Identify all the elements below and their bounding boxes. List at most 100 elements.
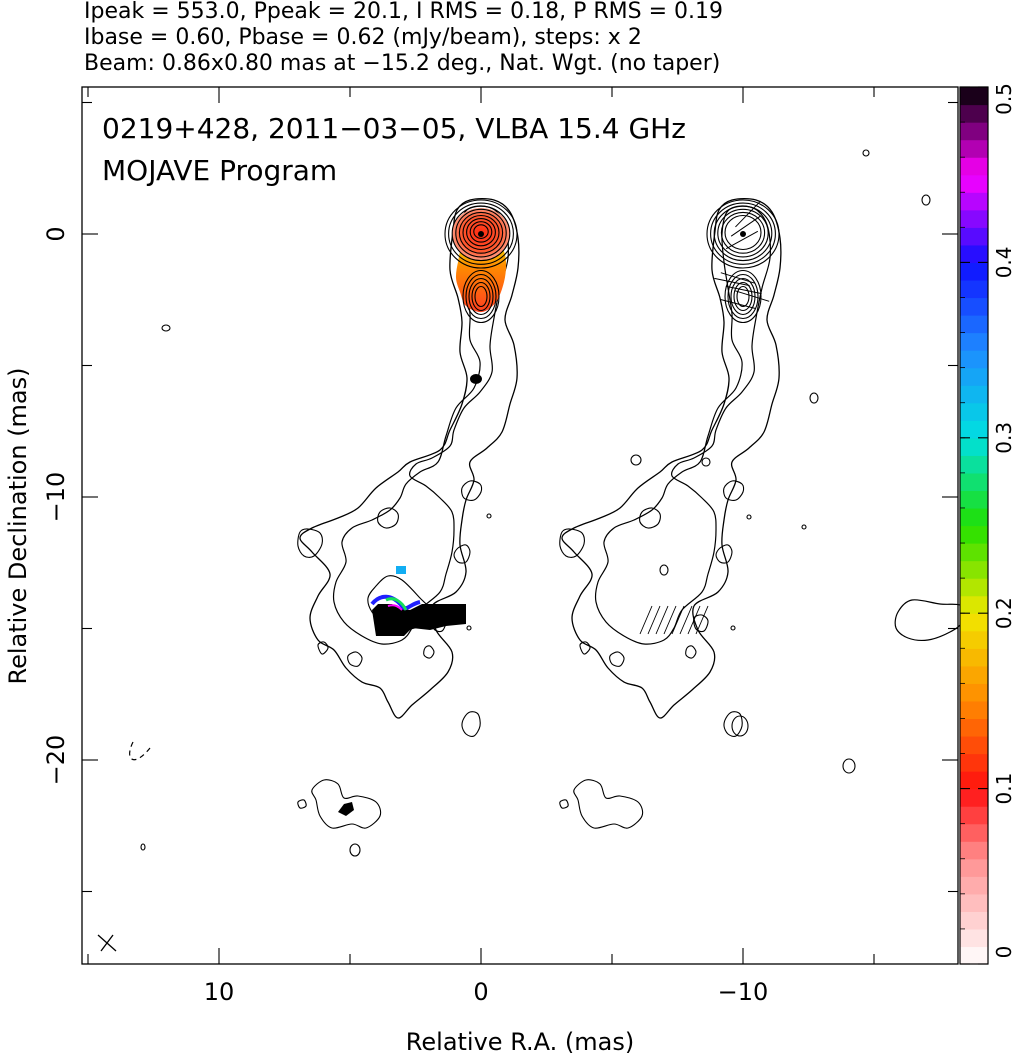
colorbar-segment [960, 806, 988, 825]
map-title: 0219+428, 2011−03−05, VLBA 15.4 GHz [102, 112, 686, 145]
colorbar-segment [960, 157, 988, 176]
header-line-1: Ipeak = 553.0, Ppeak = 20.1, I RMS = 0.1… [84, 0, 723, 24]
isolated-contour [453, 544, 471, 564]
isolated-contour [579, 641, 591, 655]
colorbar-segment [960, 490, 988, 509]
colorbar-segment [960, 683, 988, 702]
map-subtitle: MOJAVE Program [102, 154, 338, 187]
isolated-contour [559, 799, 569, 809]
knot-contour [727, 273, 759, 320]
colorbar-segment [960, 665, 988, 684]
header-line-2: Ibase = 0.60, Pbase = 0.62 (mJy/beam), s… [84, 25, 642, 50]
knot-contour [465, 273, 497, 320]
colorbar-segment [960, 543, 988, 562]
colorbar-tick-label: 0.5 [992, 83, 1016, 115]
colorbar-segment [960, 753, 988, 772]
colorbar-segment [960, 578, 988, 597]
isolated-contour [842, 758, 856, 774]
hatch-line [647, 605, 661, 635]
outer-contour [561, 197, 782, 719]
isolated-contour [809, 392, 819, 404]
core-contour [724, 214, 762, 251]
core-contour [473, 224, 489, 239]
colorbar-segment [960, 297, 988, 316]
x-axis-label: Relative R.A. (mas) [405, 1028, 635, 1056]
colorbar-segment [960, 402, 988, 421]
isolated-contour [486, 513, 492, 519]
polarization-patch [338, 802, 354, 816]
isolated-contour [731, 715, 749, 737]
isolated-contour [573, 779, 644, 829]
colorbar-segment [960, 771, 988, 790]
core-contour [720, 211, 766, 254]
colorbar-segment [960, 911, 988, 930]
core-peak [478, 231, 484, 237]
colorbar-segment [960, 893, 988, 912]
polarization-patch [385, 597, 408, 611]
colorbar-segment [960, 104, 988, 123]
isolated-contour [746, 514, 752, 520]
evpa-vector [720, 272, 756, 284]
colorbar-segment [960, 613, 988, 632]
colorbar-segment [960, 648, 988, 667]
core-contour [469, 221, 493, 243]
colorbar-segment [960, 823, 988, 842]
colorbar-segment [960, 928, 988, 948]
isolated-contour [317, 641, 329, 655]
colorbar-segment [960, 174, 988, 193]
right-panel [559, 197, 965, 829]
isolated-contour [461, 711, 481, 738]
isolated-contour [685, 645, 697, 659]
isolated-contour [659, 564, 669, 576]
knot-contour [724, 269, 762, 324]
isolated-contour [730, 625, 736, 631]
hatch-line [671, 605, 685, 635]
core-contour [451, 205, 511, 262]
hatch-line [655, 605, 669, 635]
colorbar-segment [960, 87, 988, 106]
polarization-patch [372, 604, 466, 636]
y-tick-label: −20 [42, 735, 70, 786]
evpa-vector [735, 200, 761, 228]
isolated-contour [723, 711, 743, 738]
evpa-vector [730, 215, 762, 237]
colorbar-segment [960, 630, 988, 649]
core-contour [444, 199, 518, 269]
colorbar-segment [960, 455, 988, 474]
knot-contour [471, 281, 491, 312]
y-tick-label: −10 [42, 472, 70, 523]
colorbar-segment [960, 315, 988, 334]
left-panel [97, 149, 931, 952]
core-peak [740, 231, 746, 237]
knot-contour [468, 277, 494, 316]
colorbar-segment [960, 192, 988, 211]
polarization-patch [387, 604, 403, 611]
core-contour [458, 211, 504, 254]
isolated-contour [801, 524, 807, 530]
core-contour [710, 202, 776, 265]
y-axis-label: Relative Declination (mas) [4, 367, 32, 685]
colorbar-segment [960, 279, 988, 299]
isolated-contour [559, 528, 585, 558]
isolated-contour [347, 651, 363, 667]
colorbar-segment [960, 332, 988, 351]
isolated-contour [639, 507, 661, 529]
colorbar-tick-label: 0.1 [992, 773, 1016, 805]
isolated-contour [161, 324, 171, 332]
colorbar-segment [960, 560, 988, 579]
colorbar-segment [960, 525, 988, 544]
colorbar-segment [960, 350, 988, 369]
core-contour [713, 205, 773, 262]
colorbar-segment [960, 209, 988, 228]
x-tick-label: 0 [473, 978, 488, 1006]
evpa-vector [725, 230, 759, 250]
hatch-line [639, 605, 653, 635]
polarization-patch [396, 566, 406, 574]
axes: 10 0 −10 0 −10 −20 [42, 86, 959, 1006]
core-contour [717, 208, 769, 258]
colorbar: 0 0.1 0.2 0.3 0.4 0.5 [959, 83, 1016, 965]
colorbar-segment [960, 367, 988, 386]
colorbar-segment [960, 227, 988, 246]
hatch-line [695, 605, 709, 635]
y-tick-label: 0 [42, 226, 70, 241]
